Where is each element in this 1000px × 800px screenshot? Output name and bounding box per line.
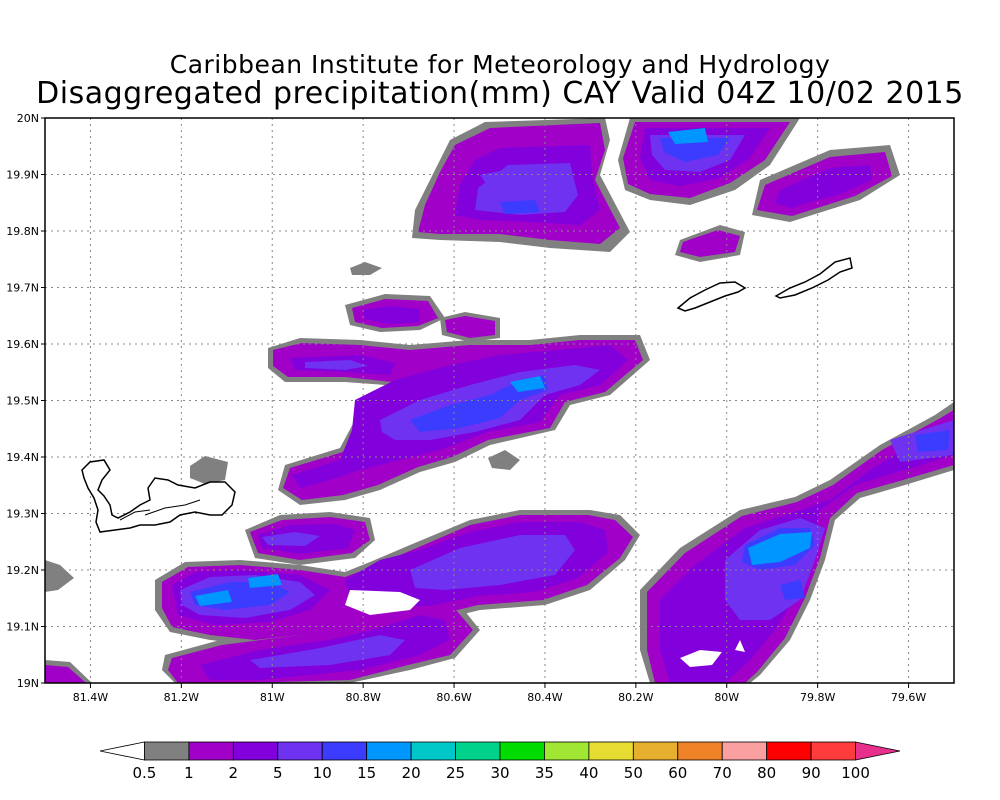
lon-tick-label: 81.4W <box>73 691 108 704</box>
colorbar-swatch <box>188 741 234 761</box>
colorbar-level-label: 100 <box>841 764 870 782</box>
colorbar-swatch <box>499 741 545 761</box>
lat-tick-label: 19.2N <box>6 564 39 577</box>
map-title-product: Disaggregated precipitation(mm) CAY Vali… <box>36 76 964 111</box>
lat-tick-label: 19.7N <box>6 282 39 295</box>
precip-layer-10mm <box>190 138 950 610</box>
colorbar-swatch <box>810 741 856 761</box>
lon-tick-label: 81.2W <box>164 691 199 704</box>
lat-tick-label: 19.8N <box>6 225 39 238</box>
cayman-islands <box>81 257 853 533</box>
longitude-axis: 81.4W 81.2W 81W 80.8W 80.6W 80.4W 80.2W 80W 79.8… <box>73 683 926 704</box>
latitude-axis: 19N 19.1N 19.2N 19.3N 19.4N 19.5N 19.6N 19.7N 19… <box>6 112 45 690</box>
lat-tick-label: 20N <box>17 112 39 125</box>
colorbar-arrow-low <box>99 741 145 761</box>
colorbar-level-label: 35 <box>535 764 554 782</box>
colorbar-level-label: 20 <box>402 764 421 782</box>
lon-tick-label: 80W <box>714 691 739 704</box>
precip-layer-15mm <box>195 128 812 606</box>
lon-tick-label: 80.2W <box>618 691 653 704</box>
island-grand-cayman <box>81 459 236 533</box>
lat-tick-label: 19.5N <box>6 395 39 408</box>
lon-tick-label: 79.8W <box>800 691 835 704</box>
lon-tick-label: 79.6W <box>891 691 926 704</box>
lat-tick-label: 19.3N <box>6 508 39 521</box>
colorbar-level-label: 40 <box>579 764 598 782</box>
colorbar-swatch <box>410 741 456 761</box>
lat-tick-label: 19.6N <box>6 338 39 351</box>
lat-tick-label: 19N <box>17 677 39 690</box>
precipitation-field <box>45 118 954 683</box>
colorbar-level-label: 0.5 <box>133 764 157 782</box>
colorbar-swatch <box>277 741 323 761</box>
island-little-cayman <box>676 281 747 312</box>
colorbar-swatch <box>766 741 812 761</box>
colorbar-swatch <box>544 741 590 761</box>
colorbar-swatch <box>632 741 679 761</box>
colorbar-level-label: 60 <box>668 764 687 782</box>
colorbar-swatch <box>455 741 501 761</box>
colorbar-swatch <box>232 741 279 761</box>
lon-tick-label: 80.8W <box>345 691 380 704</box>
map-grid <box>45 118 954 683</box>
colorbar-swatch <box>321 741 368 761</box>
lon-tick-label: 81W <box>260 691 285 704</box>
colorbar-level-label: 5 <box>273 764 283 782</box>
colorbar-level-label: 70 <box>713 764 732 782</box>
precip-gaps <box>345 590 745 667</box>
map-title-institution: Caribbean Institute for Meteorology and … <box>169 50 831 79</box>
precipitation-colorbar: 0.5 1 2 5 10 15 20 25 30 35 40 50 60 70 80 90 100 <box>99 741 901 782</box>
colorbar-level-label: 80 <box>757 764 776 782</box>
colorbar-level-label: 1 <box>184 764 194 782</box>
colorbar-swatch <box>144 741 190 761</box>
lat-tick-label: 19.1N <box>6 621 39 634</box>
lon-tick-label: 80.4W <box>527 691 562 704</box>
colorbar-level-label: 10 <box>313 764 332 782</box>
colorbar-swatch <box>677 741 723 761</box>
island-cayman-brac <box>774 257 853 299</box>
lon-tick-label: 80.6W <box>436 691 471 704</box>
colorbar-level-label: 25 <box>446 764 465 782</box>
colorbar-level-label: 15 <box>357 764 376 782</box>
colorbar-swatch <box>588 741 634 761</box>
colorbar-arrow-high <box>855 741 901 761</box>
colorbar-level-label: 30 <box>490 764 509 782</box>
lat-tick-label: 19.4N <box>6 451 39 464</box>
lat-tick-label: 19.9N <box>6 169 39 182</box>
colorbar-level-label: 90 <box>802 764 821 782</box>
colorbar-swatch <box>721 741 768 761</box>
colorbar-swatch <box>366 741 412 761</box>
colorbar-level-label: 2 <box>229 764 239 782</box>
colorbar-level-label: 50 <box>624 764 643 782</box>
